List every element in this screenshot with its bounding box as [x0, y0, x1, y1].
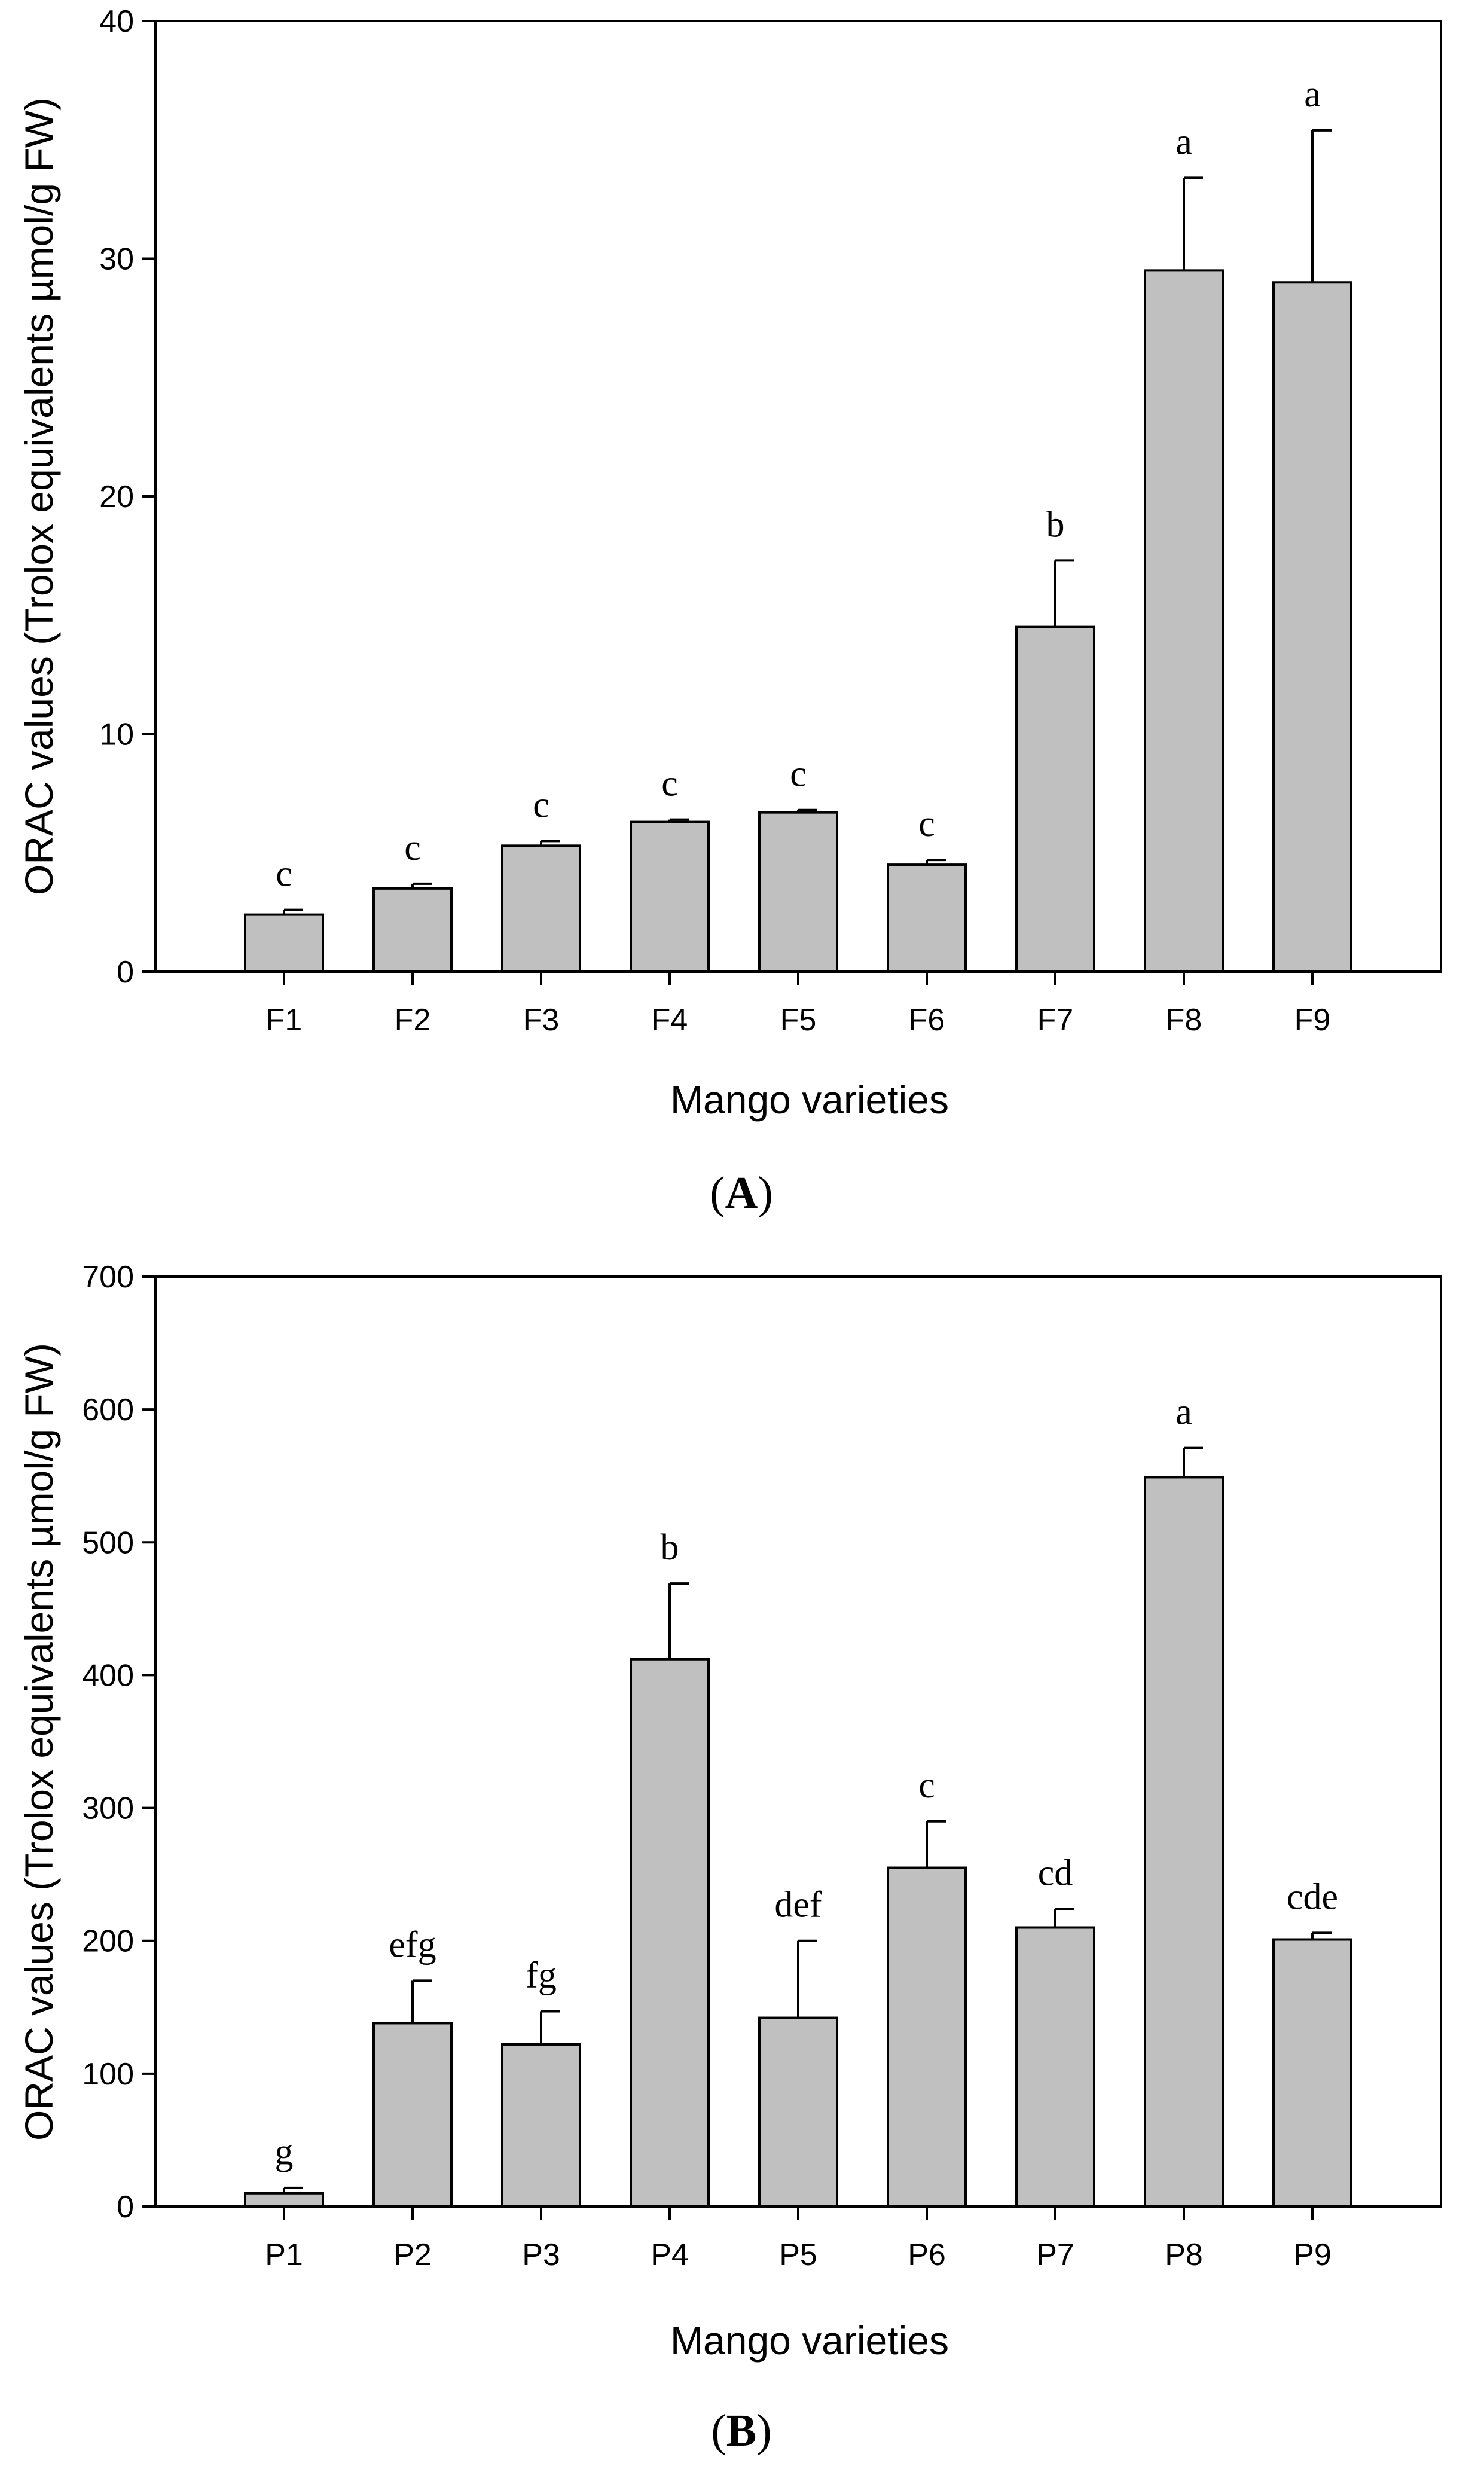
- y-tick-label: 10: [99, 718, 134, 752]
- x-tick-label-f9: F9: [1294, 1003, 1331, 1037]
- x-tick-label-f7: F7: [1037, 1003, 1074, 1037]
- bar-f1: [244, 913, 324, 973]
- y-tick-label: 100: [82, 2057, 134, 2092]
- x-tick-label-f8: F8: [1166, 1003, 1202, 1037]
- significance-label-p5: def: [774, 1885, 822, 1925]
- significance-label-f1: c: [276, 854, 292, 895]
- x-tick-label-f6: F6: [909, 1003, 945, 1037]
- bar-f3: [501, 844, 581, 973]
- bar-p8: [1144, 1476, 1224, 2208]
- x-axis-title: Mango varieties: [670, 2318, 949, 2363]
- bar-f6: [887, 863, 967, 973]
- y-tick-label: 30: [99, 242, 134, 277]
- y-tick-label: 500: [82, 1525, 134, 1560]
- x-tick-label-f5: F5: [780, 1003, 817, 1037]
- y-tick-label: 40: [99, 4, 134, 39]
- panel-label-b: (B): [711, 2406, 771, 2456]
- bar-p9: [1272, 1938, 1352, 2208]
- y-axis-title: ORAC values (Trolox equivalents µmol/g F…: [17, 97, 61, 895]
- bar-f8: [1144, 269, 1224, 973]
- x-tick-label-p9: P9: [1293, 2238, 1332, 2272]
- y-tick-label: 600: [82, 1393, 134, 1427]
- bar-f7: [1015, 625, 1095, 973]
- y-tick-label: 300: [82, 1791, 134, 1826]
- x-tick-label-f2: F2: [395, 1003, 431, 1037]
- bar-p1: [244, 2192, 324, 2208]
- chart-panel-a: c c c c c c b a a 0 10 20 30 40 F1 F2 F3 F4 F5 F6 F7 F8 F9 OR…: [17, 4, 1442, 1218]
- significance-label-f4: c: [661, 764, 678, 804]
- significance-label-f9: a: [1304, 74, 1321, 115]
- significance-label-p2: efg: [389, 1924, 436, 1965]
- x-tick-label-p5: P5: [779, 2238, 817, 2272]
- significance-label-p4: b: [661, 1527, 679, 1568]
- y-tick-label: 200: [82, 1924, 134, 1959]
- x-axis-title: Mango varieties: [670, 1078, 949, 1122]
- x-tick-label-p7: P7: [1036, 2238, 1074, 2272]
- x-tick-label-p4: P4: [651, 2238, 689, 2272]
- bar-p7: [1015, 1926, 1095, 2208]
- y-tick-label: 20: [99, 480, 134, 514]
- significance-label-p1: g: [275, 2132, 294, 2172]
- bar-f5: [758, 811, 838, 973]
- bar-f9: [1272, 281, 1352, 973]
- bar-p6: [887, 1866, 967, 2208]
- x-tick-label-f3: F3: [523, 1003, 560, 1037]
- y-tick-label: 700: [82, 1260, 134, 1295]
- x-tick-label-p1: P1: [265, 2238, 303, 2272]
- x-tick-label-f1: F1: [266, 1003, 303, 1037]
- x-tick-label-p6: P6: [908, 2238, 946, 2272]
- bar-p4: [630, 1658, 710, 2208]
- significance-label-p9: cde: [1287, 1876, 1338, 1917]
- significance-label-f3: c: [533, 785, 549, 825]
- x-tick-label-p3: P3: [522, 2238, 560, 2272]
- y-tick-label: 0: [117, 2190, 134, 2224]
- chart-panel-b: g efg fg b def c cd a cde 0 100 200 300 400 500 600 700…: [17, 1260, 1442, 2456]
- significance-label-f6: c: [918, 804, 935, 844]
- x-tick-label-p2: P2: [393, 2238, 432, 2272]
- significance-label-f2: c: [404, 828, 421, 868]
- x-tick-label-p8: P8: [1165, 2238, 1203, 2272]
- bar-f2: [372, 887, 453, 973]
- significance-label-p8: a: [1175, 1392, 1192, 1433]
- bar-p5: [758, 2016, 838, 2208]
- significance-label-p7: cd: [1038, 1852, 1073, 1893]
- panel-label-a: (A): [710, 1168, 773, 1218]
- significance-label-f8: a: [1175, 121, 1192, 162]
- bar-p2: [372, 2022, 453, 2208]
- significance-label-p3: fg: [526, 1955, 557, 1995]
- x-tick-label-f4: F4: [652, 1003, 688, 1037]
- significance-label-f5: c: [790, 754, 807, 795]
- significance-label-p6: c: [918, 1765, 935, 1806]
- y-axis-title: ORAC values (Trolox equivalents µmol/g F…: [17, 1343, 61, 2141]
- significance-label-f7: b: [1046, 504, 1065, 545]
- bar-p3: [501, 2043, 581, 2208]
- y-tick-label: 0: [117, 955, 134, 990]
- bar-f4: [630, 820, 710, 973]
- y-tick-label: 400: [82, 1658, 134, 1693]
